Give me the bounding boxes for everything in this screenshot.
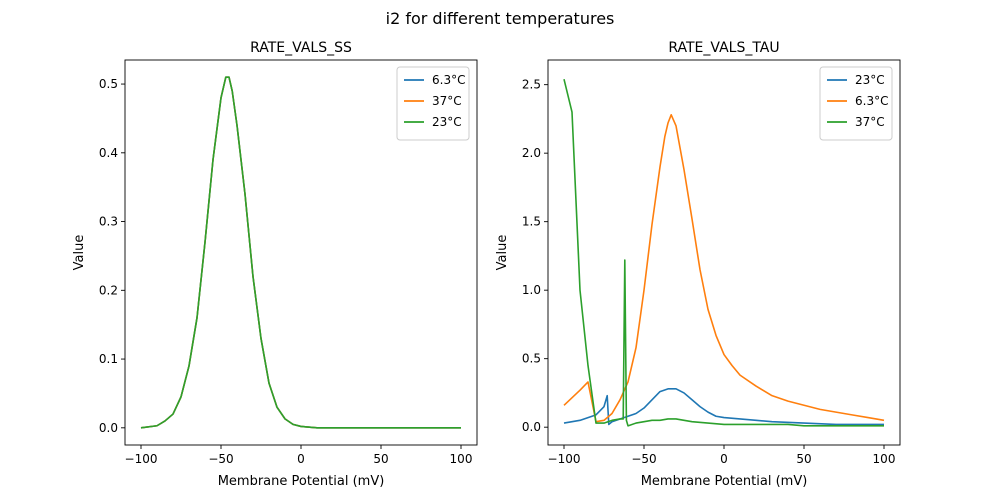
x-tick-label: −50 <box>631 452 656 466</box>
series-line-1 <box>563 388 884 426</box>
x-tick-label: 100 <box>873 452 896 466</box>
plots-container: RATE_VALS_SS −100 −50 0 50 100 0.0 0.1 0.2 0.3 0.4… <box>72 40 901 489</box>
y-axis-label: Value <box>72 235 87 271</box>
y-tick-label: 0.1 <box>99 352 118 366</box>
x-tick-label: 100 <box>450 452 473 466</box>
x-tick-label: 0 <box>297 452 305 466</box>
series-line-3 <box>140 76 461 429</box>
y-tick-label: 1.5 <box>522 215 541 229</box>
y-tick-label: 0.3 <box>99 215 118 229</box>
legend-label: 37°C <box>432 94 462 108</box>
x-tick-label: 50 <box>373 452 388 466</box>
y-tick-label: 0.4 <box>99 146 118 160</box>
legend-label: 23°C <box>432 115 462 129</box>
legend: 23°C 6.3°C 37°C <box>819 66 893 141</box>
legend-label: 37°C <box>855 115 885 129</box>
figure-suptitle: i2 for different temperatures <box>386 9 615 28</box>
legend-label: 6.3°C <box>855 94 888 108</box>
y-tick-label: 0.0 <box>99 421 118 435</box>
series-line-2 <box>563 114 885 423</box>
y-tick-label: 0.0 <box>522 420 541 434</box>
y-tick-label: 0.5 <box>99 77 118 91</box>
x-tick-label: −50 <box>208 452 233 466</box>
legend-label: 23°C <box>855 73 885 87</box>
series-line-3 <box>563 78 884 427</box>
legend: 6.3°C 37°C 23°C <box>396 66 470 141</box>
chart-title: RATE_VALS_TAU <box>668 40 779 56</box>
x-axis-label: Membrane Potential (mV) <box>641 474 808 489</box>
series-lines <box>563 78 885 427</box>
subplot-2: RATE_VALS_TAU −100 −50 0 50 100 0.0 0.5 1.0 1.5 2.… <box>495 40 901 489</box>
x-tick-label: −100 <box>548 452 581 466</box>
subplot-1: RATE_VALS_SS −100 −50 0 50 100 0.0 0.1 0.2 0.3 0.4… <box>72 40 478 489</box>
y-tick-label: 2.0 <box>522 146 541 160</box>
y-tick-label: 1.0 <box>522 283 541 297</box>
y-tick-label: 2.5 <box>522 78 541 92</box>
series-lines <box>140 76 461 429</box>
y-tick-label: 0.5 <box>522 352 541 366</box>
x-axis-label: Membrane Potential (mV) <box>218 474 385 489</box>
x-tick-label: 50 <box>796 452 811 466</box>
x-tick-label: 0 <box>720 452 728 466</box>
y-axis-label: Value <box>495 235 510 271</box>
chart-title: RATE_VALS_SS <box>250 40 352 56</box>
legend-label: 6.3°C <box>432 73 465 87</box>
x-tick-label: −100 <box>125 452 158 466</box>
y-tick-label: 0.2 <box>99 283 118 297</box>
